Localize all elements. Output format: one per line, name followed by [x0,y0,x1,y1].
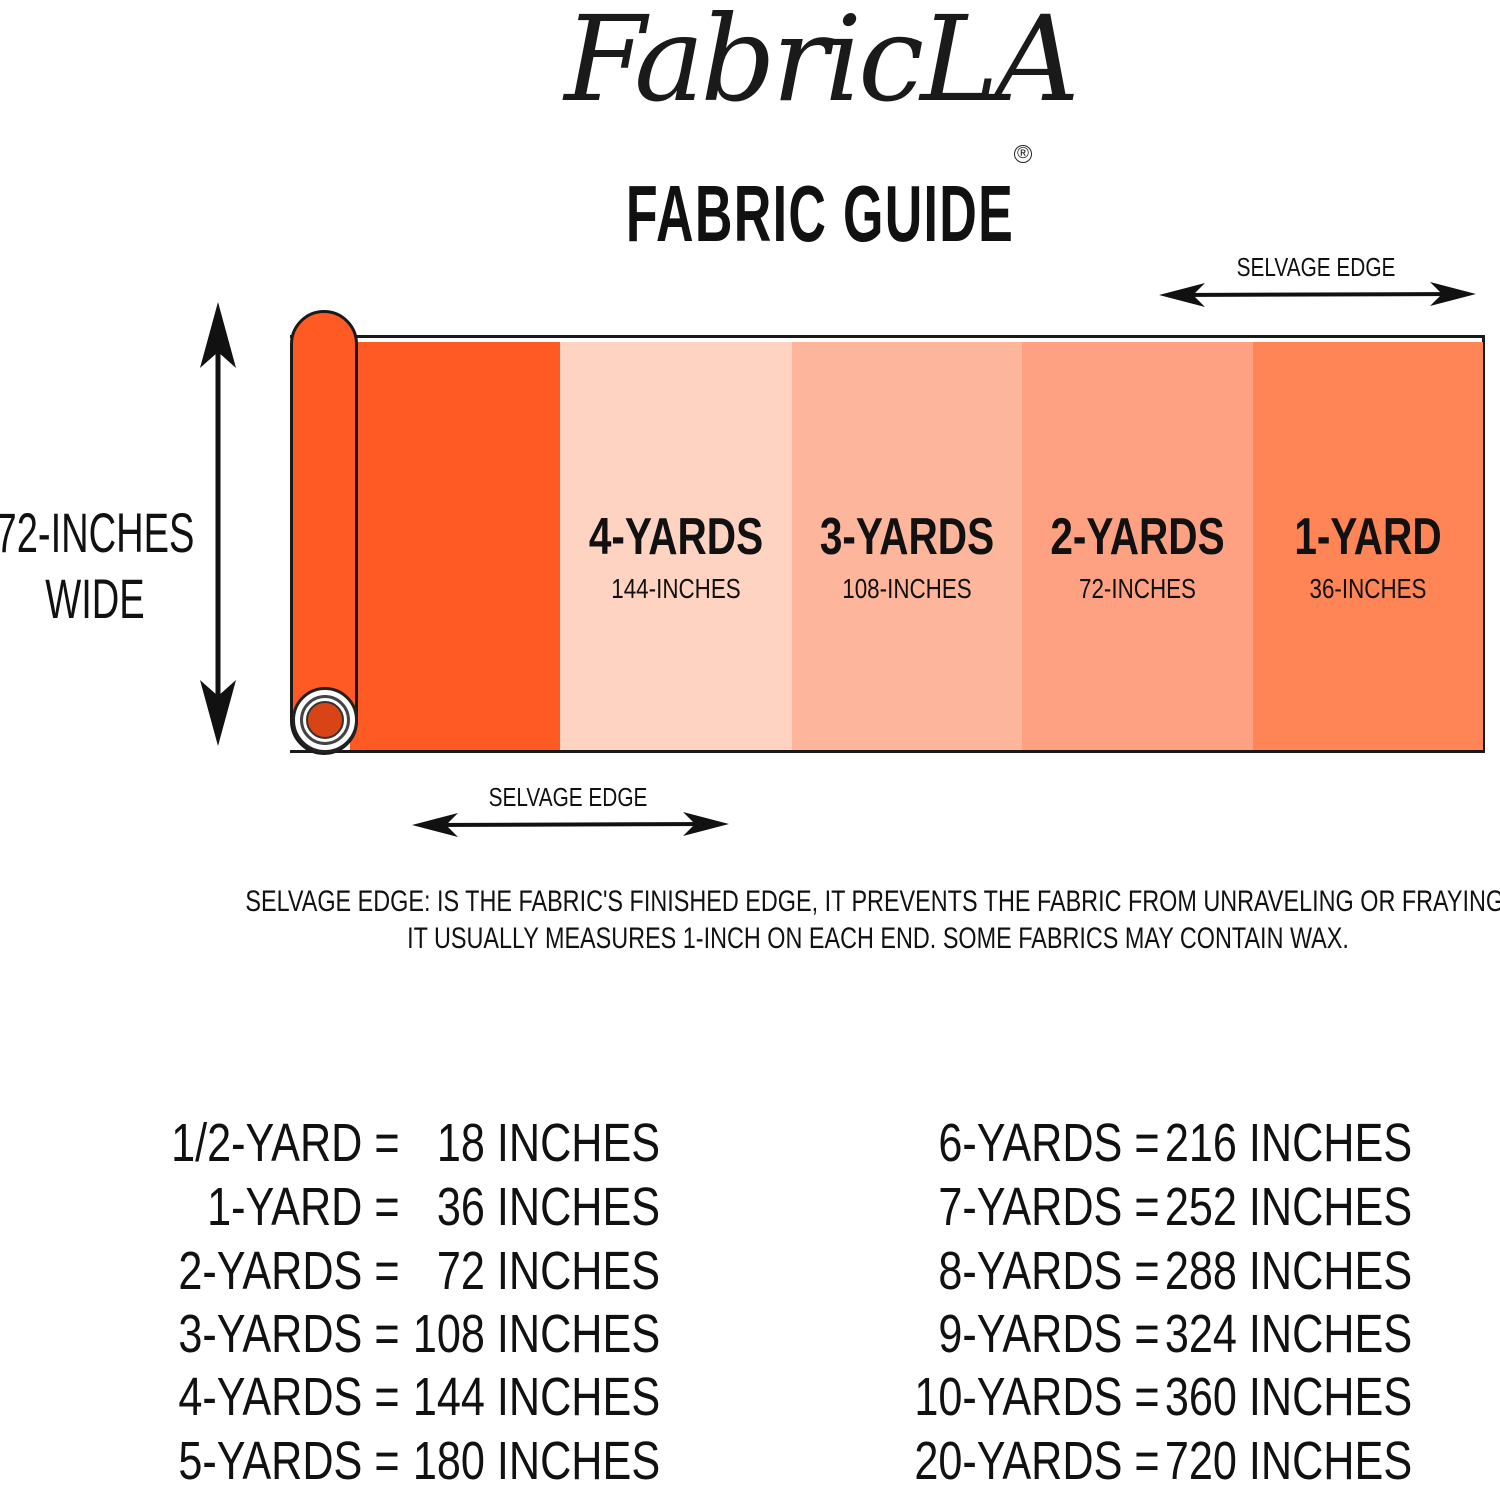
conversion-yards: 6-YARDS = [938,1113,1160,1173]
panel-inches: 72-INCHES [1078,573,1196,604]
fabric-band: 4-YARDS 144-INCHES 3-YARDS 108-INCHES 2-YARD… [290,335,1485,753]
width-label-line2: WIDE [45,567,145,630]
conversion-yards: 8-YARDS = [938,1241,1160,1301]
fabricla-logo: FabricLA [564,0,1080,128]
conversion-yards: 7-YARDS = [938,1177,1160,1237]
panel-inches: 108-INCHES [842,573,972,604]
panel-yards: 4-YARDS [588,508,764,566]
panel-label: 2-YARDS 72-INCHES [1022,507,1253,605]
conversion-yards: 10-YARDS = [914,1367,1160,1427]
conversion-yards: 3-YARDS = [178,1304,400,1364]
conversion-inches: 216 INCHES [1164,1113,1412,1173]
width-label: 72-INCHES WIDE [0,500,194,632]
panel-yards: 3-YARDS [819,508,995,566]
panel-yards: 2-YARDS [1050,508,1225,566]
selvage-arrow-top-icon [1159,282,1476,307]
page-title: FABRIC GUIDE [625,169,1015,258]
selvage-edge-label-bottom: SELVAGE EDGE [488,782,648,812]
conversion-inches: 288 INCHES [1164,1241,1412,1301]
conversion-yards: 4-YARDS = [178,1367,400,1427]
selvage-note-line2: IT USUALLY MEASURES 1-INCH ON EACH END. … [407,922,1349,955]
fabric-roll [290,310,358,755]
registered-mark: ® [1014,145,1032,163]
conversion-inches: 180 INCHES [412,1431,660,1491]
yardage-panel: 1-YARD 36-INCHES [1253,342,1483,750]
yardage-panel: 3-YARDS 108-INCHES [792,342,1022,750]
width-arrow-icon [200,302,236,746]
conversion-inches: 324 INCHES [1164,1304,1412,1364]
roll-core-center [306,701,344,739]
yardage-panel: 2-YARDS 72-INCHES [1022,342,1253,750]
conversion-inches: 72 INCHES [436,1241,660,1301]
conversion-inches: 108 INCHES [412,1304,660,1364]
selvage-arrow-bottom-icon [412,812,729,837]
panel-inches: 36-INCHES [1309,573,1427,604]
width-label-line1: 72-INCHES [0,501,195,564]
selvage-edge-label-top: SELVAGE EDGE [1236,252,1396,282]
conversion-yards: 1-YARD = [207,1177,400,1237]
conversion-yards: 5-YARDS = [178,1431,400,1491]
conversion-yards: 20-YARDS = [914,1431,1160,1491]
conversion-inches: 720 INCHES [1164,1431,1412,1491]
fabric-unrolled-section [350,342,560,750]
panel-label: 1-YARD 36-INCHES [1253,507,1483,605]
yardage-panel: 4-YARDS 144-INCHES [560,342,792,750]
conversion-inches: 36 INCHES [436,1177,660,1237]
panel-yards: 1-YARD [1294,508,1442,566]
conversion-yards: 2-YARDS = [178,1241,400,1301]
conversion-inches: 360 INCHES [1164,1367,1412,1427]
conversion-inches: 18 INCHES [436,1113,660,1173]
conversion-yards: 1/2-YARD = [171,1113,400,1173]
panel-label: 4-YARDS 144-INCHES [560,507,792,605]
panel-inches: 144-INCHES [611,573,741,604]
conversion-inches: 144 INCHES [412,1367,660,1427]
selvage-note-line1: SELVAGE EDGE: IS THE FABRIC'S FINISHED E… [245,885,1500,918]
conversion-inches: 252 INCHES [1164,1177,1412,1237]
conversion-yards: 9-YARDS = [938,1304,1160,1364]
panel-label: 3-YARDS 108-INCHES [792,507,1022,605]
